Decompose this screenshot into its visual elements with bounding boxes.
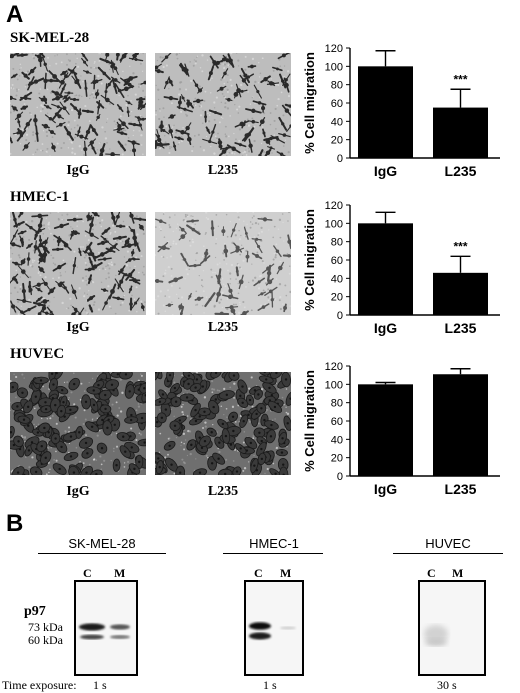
marker-60kda: 60 kDa — [28, 633, 63, 647]
bar-igg — [358, 66, 413, 158]
y-axis-label: % Cell migration — [302, 209, 317, 311]
blot3-lane-m: M — [452, 566, 464, 580]
blot3-bands — [424, 625, 448, 646]
blot2-exposure: 1 s — [263, 678, 277, 692]
row1-igg-label: IgG — [66, 163, 90, 178]
row2-cell-line-label: HMEC-1 — [10, 189, 70, 205]
blot1-underline — [38, 553, 166, 554]
panel-a-letter: A — [6, 1, 24, 28]
y-tick-label: 80 — [331, 80, 343, 92]
y-tick-label: 20 — [331, 135, 343, 147]
y-tick-label: 100 — [325, 379, 343, 391]
y-tick-label: 120 — [325, 200, 343, 212]
row3-igg-label: IgG — [66, 484, 90, 499]
bar-l235 — [433, 272, 488, 315]
blot1-exposure: 1 s — [93, 678, 107, 692]
protein-label: p97 — [24, 604, 46, 619]
blot3-underline — [393, 553, 503, 554]
blot2-bands — [249, 622, 296, 640]
blot2-lane-m: M — [280, 566, 292, 580]
category-label: IgG — [374, 163, 397, 179]
row1-igg-micrograph — [10, 53, 146, 156]
y-tick-label: 80 — [331, 237, 343, 249]
blot1-membrane — [74, 580, 138, 676]
category-label: L235 — [445, 481, 477, 497]
marker-73kda: 73 kDa — [28, 620, 63, 634]
blot3-lane-c: C — [427, 566, 436, 580]
y-tick-label: 20 — [331, 292, 343, 304]
category-label: IgG — [374, 320, 397, 336]
bar-igg — [358, 384, 413, 476]
row3-igg-micrograph — [10, 372, 146, 475]
row3-l235-micrograph — [155, 372, 291, 475]
category-label: L235 — [445, 320, 477, 336]
row1-migration-chart: % Cell migration 0 20 40 60 80 100 120 IgG L235 **… — [302, 43, 500, 179]
row1-l235-label: L235 — [207, 163, 239, 178]
row1-l235-micrograph — [155, 53, 291, 156]
y-tick-label: 40 — [331, 273, 343, 285]
blot2-lane-c: C — [254, 566, 263, 580]
bar-l235 — [433, 374, 488, 476]
y-tick-label: 100 — [325, 218, 343, 230]
category-label: L235 — [445, 163, 477, 179]
row3-cell-line-label: HUVEC — [10, 346, 65, 362]
significance-annotation: *** — [453, 239, 467, 253]
bar-l235 — [433, 107, 488, 158]
y-axis-label: % Cell migration — [302, 52, 317, 154]
blot2-title: HMEC-1 — [249, 536, 299, 551]
row3-l235-label: L235 — [207, 484, 239, 499]
y-tick-label: 0 — [337, 471, 343, 483]
blot2-membrane — [244, 580, 304, 676]
row2-l235-micrograph — [155, 212, 291, 315]
time-exposure-label: Time exposure: — [2, 678, 77, 692]
y-tick-label: 60 — [331, 416, 343, 428]
blot3-title: HUVEC — [425, 536, 471, 551]
significance-annotation: *** — [453, 72, 467, 86]
row1-cell-line-label: SK-MEL-28 — [10, 30, 90, 46]
blot1-title: SK-MEL-28 — [68, 536, 136, 551]
y-tick-label: 40 — [331, 116, 343, 128]
blot1-bands — [79, 623, 130, 640]
y-tick-label: 20 — [331, 453, 343, 465]
row2-igg-label: IgG — [66, 320, 90, 335]
blot3-exposure: 30 s — [437, 678, 457, 692]
row2-igg-micrograph — [10, 212, 146, 315]
bar-igg — [358, 223, 413, 315]
panel-b-letter: B — [6, 510, 24, 537]
y-tick-label: 100 — [325, 61, 343, 73]
row2-migration-chart: % Cell migration 0 20 40 60 80 100 120 IgG L235 **… — [302, 200, 500, 336]
y-tick-label: 60 — [331, 255, 343, 267]
y-tick-label: 60 — [331, 98, 343, 110]
y-tick-label: 0 — [337, 310, 343, 322]
y-tick-label: 80 — [331, 398, 343, 410]
blot2-underline — [223, 553, 323, 554]
y-tick-label: 0 — [337, 153, 343, 165]
y-tick-label: 120 — [325, 43, 343, 55]
blot1-lane-c: C — [83, 566, 92, 580]
y-tick-label: 40 — [331, 434, 343, 446]
blot1-lane-m: M — [114, 566, 126, 580]
category-label: IgG — [374, 481, 397, 497]
blot3-membrane — [418, 580, 486, 676]
y-axis-label: % Cell migration — [302, 370, 317, 472]
y-tick-label: 120 — [325, 361, 343, 373]
row2-l235-label: L235 — [207, 320, 239, 335]
row3-migration-chart: % Cell migration 0 20 40 60 80 100 120 IgG L235 — [302, 361, 500, 497]
